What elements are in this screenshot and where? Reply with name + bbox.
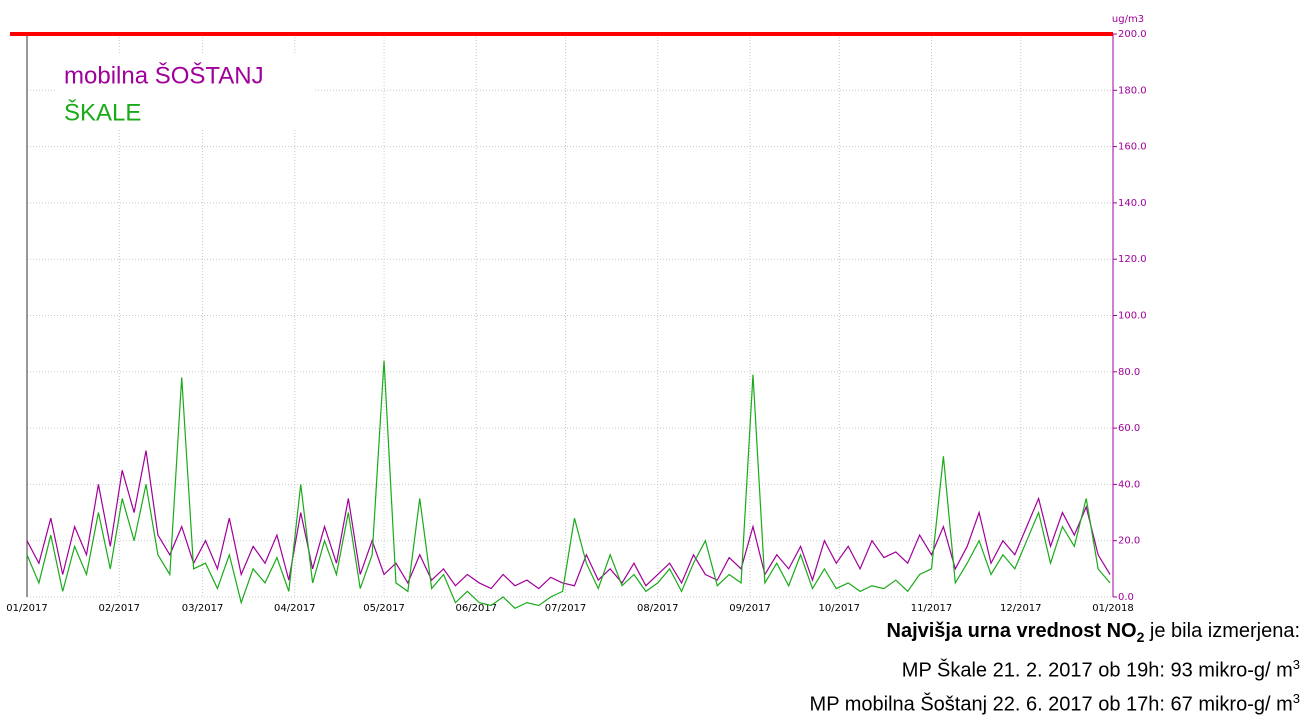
y-tick-label: 140.0 <box>1118 198 1147 209</box>
note-bold: Najvišja urna vrednost NO2 <box>886 620 1145 645</box>
x-tick-label: 03/2017 <box>182 603 224 614</box>
y-tick-label: 180.0 <box>1118 85 1147 96</box>
note: Najvišja urna vrednost NO2 je bila izmer… <box>810 618 1300 718</box>
y-tick-label: 60.0 <box>1118 423 1140 434</box>
note-text: MP Škale 21. 2. 2017 ob 19h: 93 mikro-g/… <box>901 659 1293 682</box>
x-tick-label: 01/2017 <box>6 603 48 614</box>
y-tick-label: 160.0 <box>1118 142 1147 153</box>
x-tick-label: 01/2018 <box>1092 603 1134 614</box>
y-tick-label: 200.0 <box>1118 29 1147 40</box>
note-bold-text: Najvišja urna vrednost NO <box>886 620 1137 642</box>
note-heading: Najvišja urna vrednost NO2 je bila izmer… <box>810 618 1301 651</box>
legend-entry: mobilna ŠOŠTANJ <box>64 61 264 89</box>
legend-box <box>55 55 315 130</box>
y-tick-label: 40.0 <box>1118 479 1140 490</box>
x-tick-label: 08/2017 <box>637 603 679 614</box>
legend-entry: ŠKALE <box>64 98 141 126</box>
y-tick-label: 20.0 <box>1118 536 1140 547</box>
note-sup: 3 <box>1292 657 1300 672</box>
x-tick-label: 02/2017 <box>98 603 140 614</box>
unit-label: ug/m3 <box>1112 14 1144 25</box>
x-tick-label: 04/2017 <box>274 603 316 614</box>
x-tick-label: 07/2017 <box>545 603 587 614</box>
x-tick-label: 06/2017 <box>456 603 498 614</box>
x-tick-label: 10/2017 <box>818 603 860 614</box>
chart: ug/m3 0.0 20.0 40.0 60.0 80.0 100.0 120.0 140.0… <box>6 14 1147 614</box>
series-line <box>26 450 1111 590</box>
x-tick-label: 05/2017 <box>363 603 405 614</box>
y-tick-label: 80.0 <box>1118 367 1140 378</box>
note-sub: 2 <box>1136 629 1145 645</box>
note-rest: je bila izmerjena: <box>1144 620 1300 642</box>
x-tick-label: 09/2017 <box>729 603 771 614</box>
note-line: MP mobilna Šoštanj 22. 6. 2017 ob 17h: 6… <box>810 685 1300 718</box>
note-sup: 3 <box>1292 690 1300 706</box>
y-tick-label: 100.0 <box>1118 311 1147 322</box>
x-tick-label: 12/2017 <box>1000 603 1042 614</box>
y-tick-label: 120.0 <box>1118 254 1147 265</box>
y-tick-label: 0.0 <box>1118 592 1134 603</box>
x-tick-label: 11/2017 <box>911 603 953 614</box>
note-text: MP mobilna Šoštanj 22. 6. 2017 ob 17h: 6… <box>809 693 1293 716</box>
series-line <box>26 360 1111 609</box>
note-line: MP Škale 21. 2. 2017 ob 19h: 93 mikro-g/… <box>810 651 1300 685</box>
